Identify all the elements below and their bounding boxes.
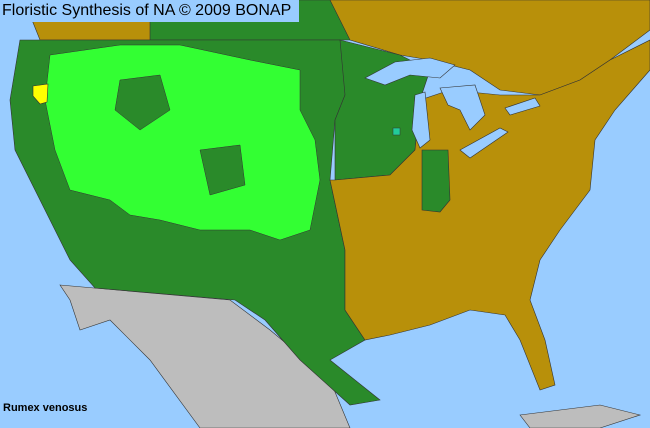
mexico-region	[59, 284, 351, 428]
rare-county	[392, 127, 401, 136]
bright-green-distribution	[44, 44, 321, 241]
indiana-region	[421, 149, 451, 213]
canada-east-region	[329, 0, 650, 96]
lake-huron	[439, 84, 486, 131]
lake-superior	[364, 57, 456, 86]
bright-green-patch	[199, 144, 246, 196]
lake-michigan	[411, 91, 431, 149]
lake-erie	[459, 127, 509, 159]
map-title: Floristic Synthesis of NA © 2009 BONAP	[0, 0, 300, 22]
adventive-county	[32, 83, 49, 105]
bright-green-patch	[114, 74, 171, 131]
species-label: Rumex venosus	[3, 402, 88, 414]
eastern-us-region	[329, 39, 650, 391]
lake-ontario	[504, 97, 541, 116]
caribbean-islands	[519, 404, 642, 428]
